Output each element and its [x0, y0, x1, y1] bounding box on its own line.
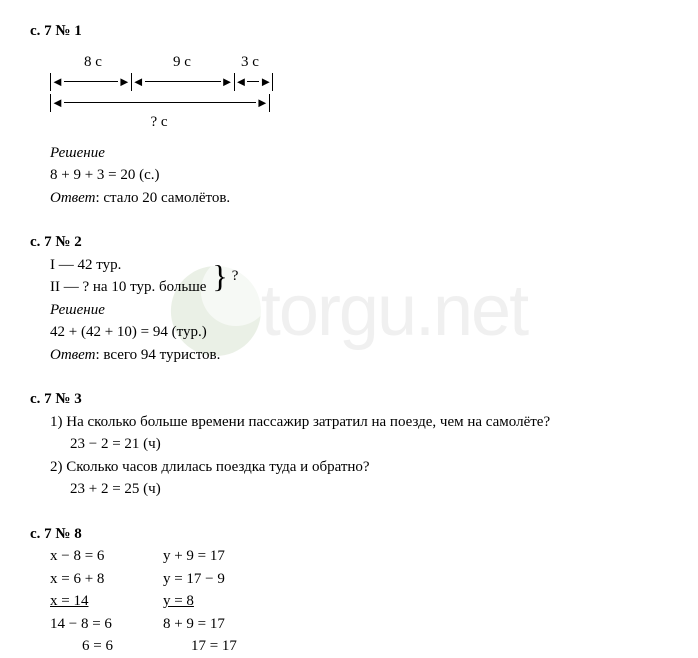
seg2-label: 9 с: [132, 51, 232, 74]
eq-check: 14 − 8 = 6: [50, 613, 113, 636]
problem-3-header: с. 7 № 3: [30, 388, 668, 411]
eq-result: x = 14: [50, 590, 88, 613]
arrow-right: [221, 75, 234, 88]
p2-line2: II — ? на 10 тур. больше: [50, 276, 206, 299]
seg-line: [64, 102, 256, 103]
arrow-left: [51, 75, 64, 88]
solution-label: Решение: [50, 299, 668, 322]
eq-result: y = 8: [163, 590, 194, 613]
p3-q2: Сколько часов длилась поездка туда и обр…: [66, 459, 369, 475]
eq-col-2: y + 9 = 17 y = 17 − 9 y = 8 8 + 9 = 17 1…: [163, 545, 237, 658]
arrow-right: [118, 75, 131, 88]
p3-a2: 23 + 2 = 25 (ч): [70, 478, 668, 501]
p3-a1: 23 − 2 = 21 (ч): [70, 433, 668, 456]
seg1-label: 8 с: [54, 51, 132, 74]
p1-answer: : стало 20 самолётов.: [95, 190, 230, 206]
eq-check: 8 + 9 = 17: [163, 613, 237, 636]
seg-line: [247, 81, 259, 82]
p3-q1-line: 1) На сколько больше времени пассажир за…: [50, 411, 668, 434]
q1-num: 1): [50, 414, 66, 430]
seg-line: [64, 81, 118, 82]
answer-label: Ответ: [50, 190, 95, 206]
q2-num: 2): [50, 459, 66, 475]
brace-question: ?: [232, 265, 239, 288]
tick: [269, 94, 270, 112]
problem-2-header: с. 7 № 2: [30, 231, 668, 254]
segment-top-row: [50, 75, 668, 88]
eq-check: 6 = 6: [82, 635, 113, 658]
arrow-right: [256, 96, 269, 109]
seg-line: [145, 81, 221, 82]
problem-8-header: с. 7 № 8: [30, 523, 668, 546]
page-content: с. 7 № 1 8 с 9 с 3 с: [30, 20, 668, 658]
p3-q1: На сколько больше времени пассажир затра…: [66, 414, 550, 430]
p1-calc: 8 + 9 + 3 = 20 (с.): [50, 164, 668, 187]
eq: y + 9 = 17: [163, 545, 237, 568]
arrow-left: [235, 75, 248, 88]
eq-col-1: x − 8 = 6 x = 6 + 8 x = 14 14 − 8 = 6 6 …: [50, 545, 113, 658]
p2-line1: I — 42 тур.: [50, 254, 206, 277]
problem-3: с. 7 № 3 1) На сколько больше времени па…: [30, 388, 668, 501]
problem-1: с. 7 № 1 8 с 9 с 3 с: [30, 20, 668, 209]
eq: x − 8 = 6: [50, 545, 113, 568]
answer-label: Ответ: [50, 347, 95, 363]
brace-icon: }: [212, 265, 227, 287]
eq: y = 17 − 9: [163, 568, 237, 591]
p2-calc: 42 + (42 + 10) = 94 (тур.): [50, 321, 668, 344]
p3-q2-line: 2) Сколько часов длилась поездка туда и …: [50, 456, 668, 479]
tick: [272, 73, 273, 91]
p2-answer-line: Ответ: всего 94 туристов.: [50, 344, 668, 367]
p1-answer-line: Ответ: стало 20 самолётов.: [50, 187, 668, 210]
equation-columns: x − 8 = 6 x = 6 + 8 x = 14 14 − 8 = 6 6 …: [50, 545, 668, 658]
solution-label: Решение: [50, 142, 668, 165]
total-label: ? с: [50, 111, 268, 134]
arrow-right: [259, 75, 272, 88]
seg3-label: 3 с: [232, 51, 268, 74]
p2-answer: : всего 94 туристов.: [95, 347, 220, 363]
segment-diagram: 8 с 9 с 3 с: [50, 51, 668, 134]
arrow-left: [132, 75, 145, 88]
arrow-left: [51, 96, 64, 109]
problem-8: с. 7 № 8 x − 8 = 6 x = 6 + 8 x = 14 14 −…: [30, 523, 668, 658]
eq: x = 6 + 8: [50, 568, 113, 591]
problem-1-header: с. 7 № 1: [30, 20, 668, 43]
problem-2: с. 7 № 2 I — 42 тур. II — ? на 10 тур. б…: [30, 231, 668, 366]
eq-check: 17 = 17: [191, 635, 237, 658]
p2-given: I — 42 тур. II — ? на 10 тур. больше } ?: [50, 254, 668, 299]
segment-bottom-row: [50, 96, 668, 109]
